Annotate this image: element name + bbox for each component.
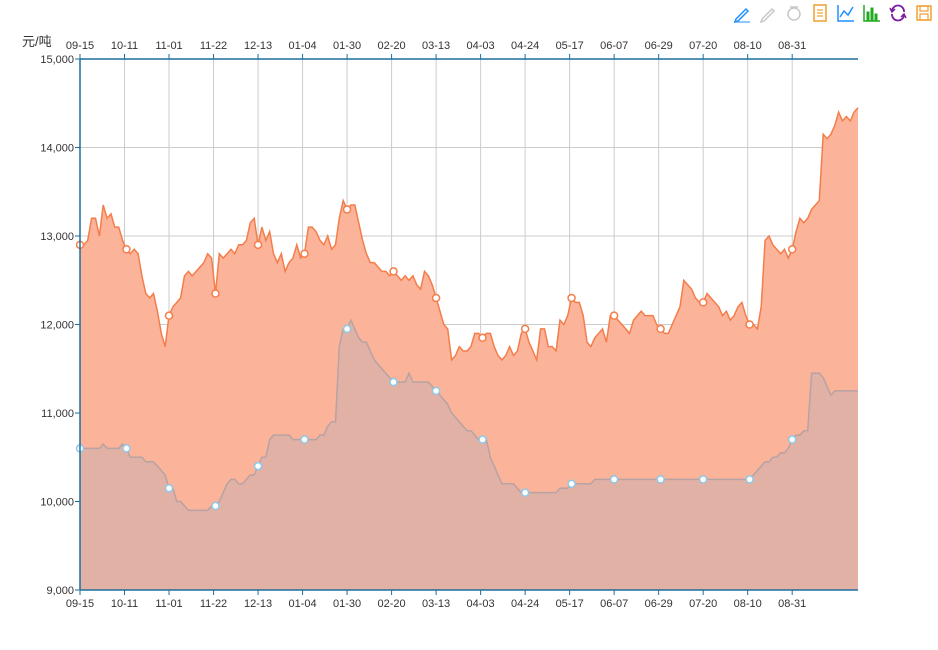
x-tick-label: 06-07 [600,598,628,610]
data-point-marker [342,205,352,214]
data-point-marker [656,324,665,334]
data-point-marker [567,293,576,303]
data-point-marker [300,435,309,444]
data-point-marker [342,324,352,334]
x-tick-label: 11-01 [155,598,182,610]
data-point-marker [478,435,487,444]
y-tick-label: 13,000 [40,231,74,243]
series-line-2 [80,318,858,512]
data-point-marker [253,240,263,250]
data-point-marker [520,488,530,497]
data-point-marker [253,461,263,471]
data-point-marker [389,377,398,387]
y-tick-label: 11,000 [41,408,74,420]
x-tick-label: 12-13 [244,598,272,610]
restore-icon[interactable] [888,3,908,23]
x-tick-label: 01-04 [288,598,316,610]
data-point-marker [431,293,441,303]
data-point-marker [745,475,754,484]
y-tick-label: 10,000 [40,497,74,509]
y-tick-label: 9,000 [46,585,74,597]
x-tick-label-top: 05-17 [556,40,584,52]
x-tick-label-top: 07-20 [689,40,717,52]
x-tick-label-top: 03-13 [422,40,450,52]
data-point-marker [745,320,754,329]
data-point-marker [211,501,220,511]
bar-chart-icon[interactable] [862,3,882,23]
x-tick-label-top: 08-31 [778,40,806,52]
x-tick-label-top: 01-04 [288,40,316,52]
save-image-icon[interactable] [914,3,934,23]
x-tick-label-top: 08-10 [734,40,762,52]
data-point-marker [609,475,619,484]
x-tick-label: 10-11 [111,598,138,610]
data-point-marker [698,298,708,307]
x-tick-label-top: 11-22 [200,40,227,52]
x-tick-label-top: 11-01 [155,40,182,52]
x-tick-label: 02-20 [378,598,406,610]
x-tick-label-top: 04-24 [511,40,539,52]
mark-undo-icon[interactable] [758,3,778,23]
x-tick-label: 04-03 [467,598,495,610]
x-tick-label-top: 10-11 [111,40,138,52]
x-tick-label-top: 12-13 [244,40,272,52]
data-point-marker [164,311,174,320]
x-tick-label-top: 09-15 [66,40,94,52]
y-tick-label: 12,000 [40,320,74,332]
line-chart-icon[interactable] [836,3,856,23]
data-point-marker [431,386,441,396]
series-lines [80,107,859,512]
x-tick-label: 04-24 [511,598,539,610]
x-tick-label-top: 02-20 [378,40,406,52]
series-line-1 [80,107,859,363]
x-tick-label: 08-31 [778,598,806,610]
data-point-marker [656,475,665,484]
mark-clear-icon[interactable] [784,3,804,23]
x-tick-label-top: 06-29 [645,40,673,52]
data-point-marker [122,444,131,453]
data-point-marker [567,479,576,489]
data-view-icon[interactable] [810,3,830,23]
y-axis-unit-label: 元/吨 [22,34,52,49]
data-point-marker [787,435,797,444]
x-tick-label: 06-29 [645,598,673,610]
series-area-2 [80,320,858,590]
x-tick-label-top: 04-03 [467,40,495,52]
x-tick-label: 05-17 [556,598,584,610]
x-tick-label: 09-15 [66,598,94,610]
y-tick-label: 15,000 [40,54,74,66]
series-markers [75,205,797,511]
data-point-marker [520,324,530,334]
data-point-marker [787,245,797,254]
data-point-marker [698,475,708,484]
axes: 9,000 10,000 11,000 12,000 13,000 14,000 15,00… [40,40,858,610]
chart-toolbox [732,3,934,23]
x-tick-label-top: 01-30 [333,40,361,52]
data-point-marker [389,267,398,276]
y-tick-label: 14,000 [40,143,74,155]
x-tick-label: 11-22 [200,598,227,610]
x-tick-label: 01-30 [333,598,361,610]
data-point-marker [122,245,131,254]
x-tick-label: 03-13 [422,598,450,610]
data-point-marker [478,333,487,343]
x-tick-label: 08-10 [734,598,762,610]
data-point-marker [300,249,309,258]
mark-pen-icon[interactable] [732,3,752,23]
data-point-marker [609,311,619,320]
x-tick-label: 07-20 [689,598,717,610]
data-point-marker [211,289,220,298]
data-point-marker [164,483,174,493]
x-tick-label-top: 06-07 [600,40,628,52]
